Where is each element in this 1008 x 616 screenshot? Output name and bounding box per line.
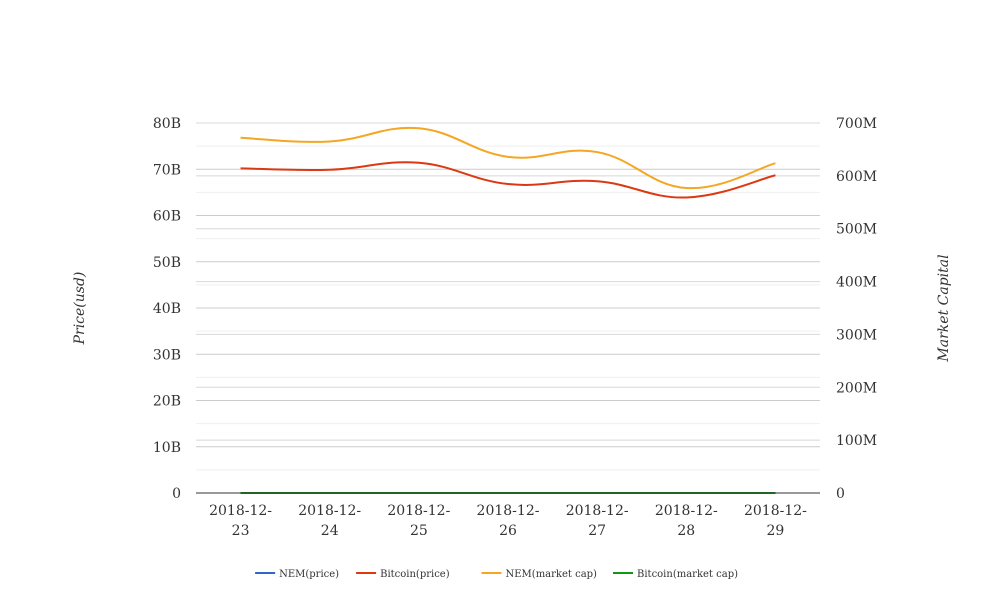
left-tick-label: 60B [153,209,181,225]
series-line-bitcoin-price [240,161,776,199]
right-tick-label: 300M [836,327,877,343]
legend-item[interactable]: NEM(price) [255,569,339,580]
right-tick-label: 500M [836,222,877,238]
left-tick-label: 0 [172,486,181,502]
legend-item[interactable]: NEM(market cap) [481,569,598,580]
legend: NEM(price) Bitcoin(price) NEM(market cap) B… [255,569,738,580]
right-tick-label: 100M [836,433,877,449]
left-tick-label: 50B [153,255,181,271]
right-y-axis-ticks: 0 100M 200M 300M 400M 500M 600M 700M [836,116,877,502]
x-tick-label: 2018-12-28 [655,503,718,539]
left-tick-label: 20B [153,394,181,410]
legend-label: Bitcoin(market cap) [637,569,738,580]
left-tick-label: 40B [153,301,181,317]
x-tick-label: 2018-12-27 [566,503,629,539]
series-line-nem-market-cap [240,126,776,190]
grid-lines [196,122,820,471]
left-tick-label: 70B [153,162,181,178]
right-tick-label: 0 [836,486,845,502]
legend-label: Bitcoin(price) [380,569,450,580]
right-tick-label: 400M [836,275,877,291]
right-tick-label: 600M [836,169,877,185]
legend-item[interactable]: Bitcoin(price) [356,569,450,580]
x-tick-label: 2018-12-25 [387,503,450,539]
right-tick-label: 200M [836,380,877,396]
left-tick-label: 10B [153,440,181,456]
x-axis-ticks: 2018-12-23 2018-12-24 2018-12-25 2018-12-26… [209,503,807,539]
x-tick-label: 2018-12-23 [209,503,272,539]
left-axis-title: Price(usd) [72,272,88,346]
x-tick-label: 2018-12-24 [298,503,361,539]
x-tick-label: 2018-12-26 [477,503,540,539]
left-tick-label: 30B [153,347,181,363]
right-axis-title: Market Capital [936,254,952,362]
legend-label: NEM(market cap) [506,569,598,580]
left-y-axis-ticks: 0 10B 20B 30B 40B 50B 60B 70B 80B [153,116,181,502]
x-tick-label: 2018-12-29 [744,503,807,539]
legend-label: NEM(price) [279,569,339,580]
right-tick-label: 700M [836,116,877,132]
series-lines [240,126,776,495]
legend-item[interactable]: Bitcoin(market cap) [613,569,738,580]
left-tick-label: 80B [153,116,181,132]
